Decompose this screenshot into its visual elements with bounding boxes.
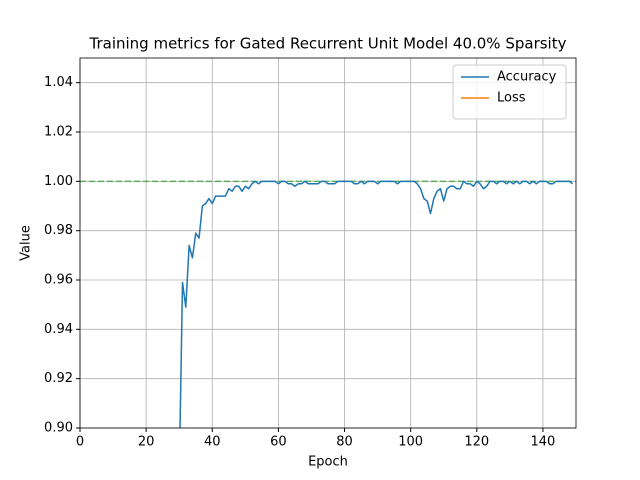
x-tick-label: 0 bbox=[76, 435, 84, 450]
x-tick-label: 120 bbox=[464, 435, 489, 450]
legend-label: Accuracy bbox=[497, 70, 557, 85]
y-tick-label: 0.96 bbox=[44, 273, 73, 288]
data-line bbox=[179, 180, 574, 428]
y-tick-label: 0.94 bbox=[44, 322, 73, 337]
y-tick-label: 0.92 bbox=[44, 371, 73, 386]
x-axis-label: Epoch bbox=[308, 455, 348, 470]
x-tick-label: 80 bbox=[336, 435, 353, 450]
x-tick-label: 20 bbox=[138, 435, 155, 450]
x-tick-label: 60 bbox=[270, 435, 287, 450]
plot-frame bbox=[79, 57, 577, 429]
y-tick-label: 1.00 bbox=[44, 174, 73, 189]
y-tick-label: 0.90 bbox=[44, 421, 73, 436]
y-tick-label: 1.04 bbox=[44, 75, 73, 90]
x-tick-label: 40 bbox=[204, 435, 221, 450]
legend-label: Loss bbox=[497, 91, 526, 106]
y-axis-label: Value bbox=[19, 225, 34, 261]
legend-box bbox=[452, 64, 567, 120]
x-tick-label: 100 bbox=[398, 435, 423, 450]
chart-title: Training metrics for Gated Recurrent Uni… bbox=[89, 35, 567, 53]
y-tick-label: 1.02 bbox=[44, 125, 73, 140]
y-tick-label: 0.98 bbox=[44, 223, 73, 238]
x-tick-label: 140 bbox=[531, 435, 556, 450]
plot-area bbox=[80, 180, 576, 428]
